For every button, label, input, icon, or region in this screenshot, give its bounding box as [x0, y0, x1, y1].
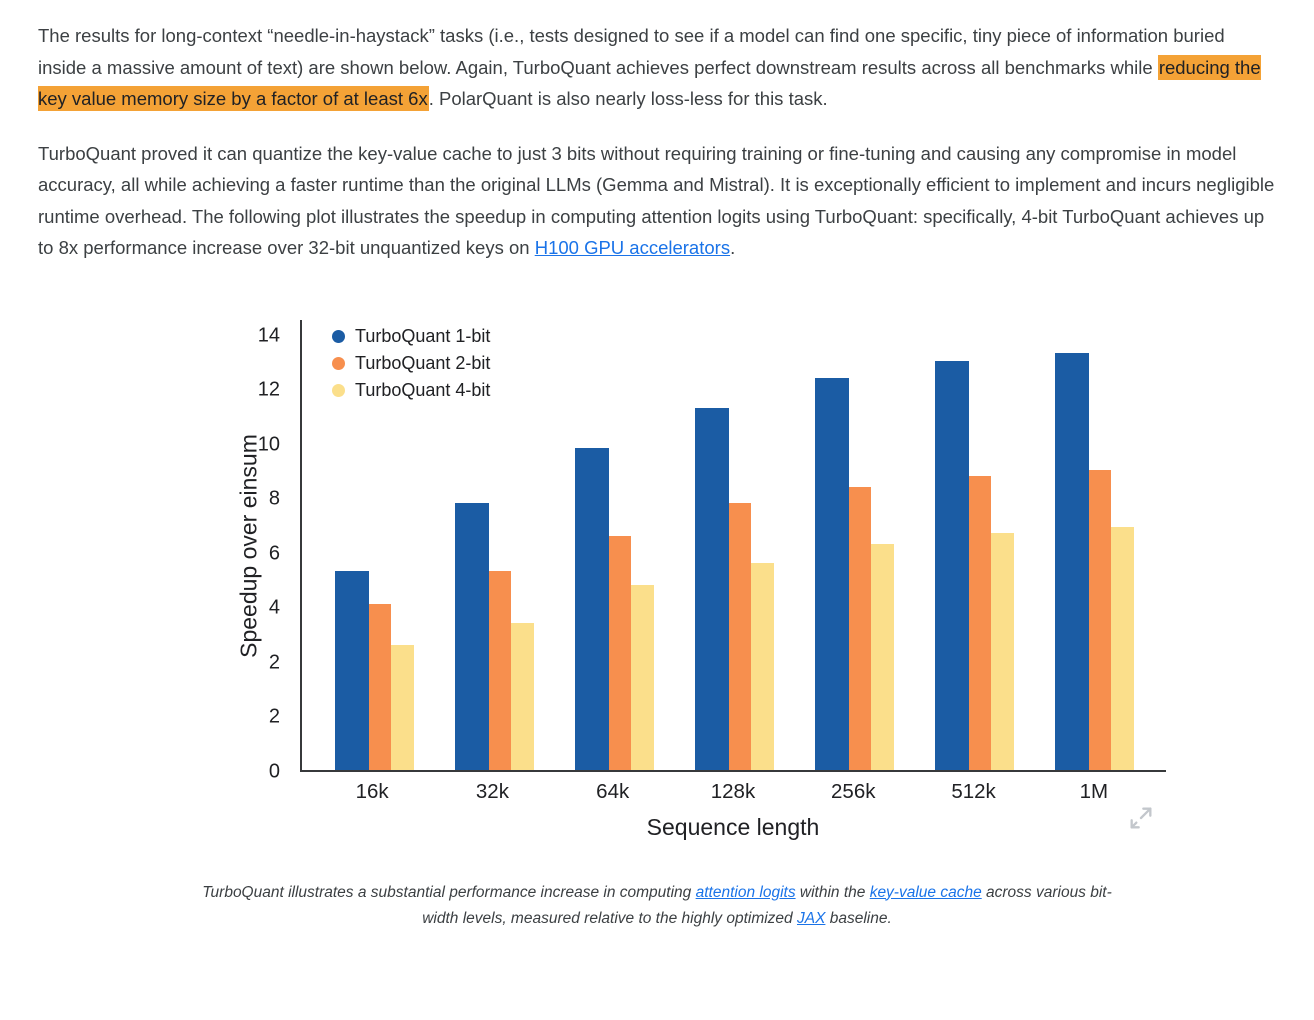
caption-text: baseline. [825, 909, 892, 927]
bar-group [914, 360, 1034, 770]
bar-turboquant-2-bit-16k [368, 603, 391, 770]
caption-text: across various bit-width levels, measure… [422, 883, 1112, 927]
x-tick-label: 64k [596, 779, 630, 803]
caption-text: TurboQuant illustrates a substantial per… [202, 883, 696, 901]
y-tick-label: 14 [257, 324, 280, 346]
legend-item: TurboQuant 1-bit [332, 326, 490, 347]
caption-text: within the [795, 883, 870, 901]
legend-label: TurboQuant 2-bit [355, 352, 491, 373]
bar-group [794, 377, 914, 770]
bar-turboquant-4-bit-32k [510, 622, 534, 770]
bar-turboquant-4-bit-64k [630, 584, 654, 770]
plot-area: TurboQuant 1-bit TurboQuant 2-bit TurboQua… [300, 319, 1166, 772]
key-value-cache-link[interactable]: key-value cache [869, 883, 982, 901]
y-tick-label: 2 [268, 705, 280, 728]
paragraph-needle-in-haystack: The results for long-context “needle-in-… [38, 20, 1276, 115]
x-tick-label: 32k [475, 779, 509, 803]
y-tick-label: 10 [257, 433, 280, 455]
x-axis-title: Sequence length [646, 813, 820, 840]
y-tick-column: 14 12 10 8 6 4 2 2 0 [76, 320, 290, 782]
bar-turboquant-4-bit-512k [990, 532, 1014, 770]
x-tick-label: 128k [710, 779, 756, 803]
chart-caption: TurboQuant illustrates a substantial per… [192, 880, 1122, 932]
attention-logits-link[interactable]: attention logits [695, 883, 796, 901]
bar-turboquant-2-bit-1M [1088, 469, 1111, 770]
x-tick-label: 16k [355, 779, 389, 803]
bar-group [554, 447, 674, 770]
bar-turboquant-2-bit-256k [848, 486, 871, 770]
bar-group [314, 570, 434, 770]
jax-link[interactable]: JAX [796, 909, 826, 927]
x-tick-label: 1M [1079, 779, 1109, 803]
y-tick-label: 4 [268, 596, 280, 619]
y-tick-label: 2 [268, 651, 280, 673]
y-tick-label: 0 [268, 760, 280, 782]
legend-dot [332, 356, 345, 370]
legend-label: TurboQuant 4-bit [355, 379, 491, 400]
bar-turboquant-4-bit-16k [390, 644, 414, 770]
bar-group [434, 502, 554, 770]
paragraph-quantization-speedup: TurboQuant proved it can quantize the ke… [38, 138, 1276, 264]
chart-legend: TurboQuant 1-bit TurboQuant 2-bit TurboQua… [332, 326, 490, 401]
bar-turboquant-4-bit-128k [750, 562, 774, 770]
bar-turboquant-2-bit-64k [608, 535, 631, 770]
bar-groups [302, 320, 1166, 770]
bar-turboquant-1-bit-64k [574, 447, 609, 770]
bar-turboquant-1-bit-256k [814, 377, 849, 770]
bar-turboquant-2-bit-128k [728, 502, 751, 770]
y-tick-label: 12 [257, 378, 280, 401]
expand-chart-icon[interactable] [1126, 804, 1156, 834]
bar-turboquant-2-bit-32k [488, 570, 511, 770]
x-tick-label: 512k [951, 779, 996, 803]
bar-turboquant-1-bit-16k [334, 570, 369, 770]
x-tick-label: 256k [831, 779, 876, 803]
paragraph-text: The results for long-context “needle-in-… [38, 25, 1225, 78]
bar-turboquant-2-bit-512k [968, 475, 991, 770]
y-tick-label: 6 [268, 542, 280, 564]
y-tick-label: 8 [268, 487, 280, 510]
legend-item: TurboQuant 2-bit [332, 353, 490, 374]
bar-turboquant-1-bit-1M [1054, 352, 1089, 770]
paragraph-text: . PolarQuant is also nearly loss-less fo… [428, 88, 828, 109]
bar-turboquant-1-bit-128k [694, 407, 729, 770]
paragraph-text: . [730, 237, 736, 258]
h100-gpu-accelerators-link[interactable]: H100 GPU accelerators [534, 237, 731, 258]
bar-group [674, 407, 794, 770]
bar-turboquant-4-bit-1M [1110, 526, 1134, 770]
legend-label: TurboQuant 1-bit [355, 325, 491, 346]
x-tick-row: 16k 32k 64k 128k 256k 512k 1M [300, 780, 1166, 804]
legend-dot [332, 329, 345, 343]
bar-turboquant-1-bit-512k [934, 360, 969, 770]
bar-group [1034, 352, 1154, 770]
legend-dot [332, 383, 345, 397]
speedup-bar-chart: Speedup over einsum 14 12 10 8 6 4 2 2 0 TurboQu… [76, 319, 1204, 850]
paragraph-text: TurboQuant proved it can quantize the ke… [38, 142, 1275, 259]
bar-turboquant-4-bit-256k [870, 543, 894, 770]
bar-turboquant-1-bit-32k [454, 502, 489, 770]
article-content: The results for long-context “needle-in-… [38, 20, 1276, 932]
legend-item: TurboQuant 4-bit [332, 380, 490, 401]
